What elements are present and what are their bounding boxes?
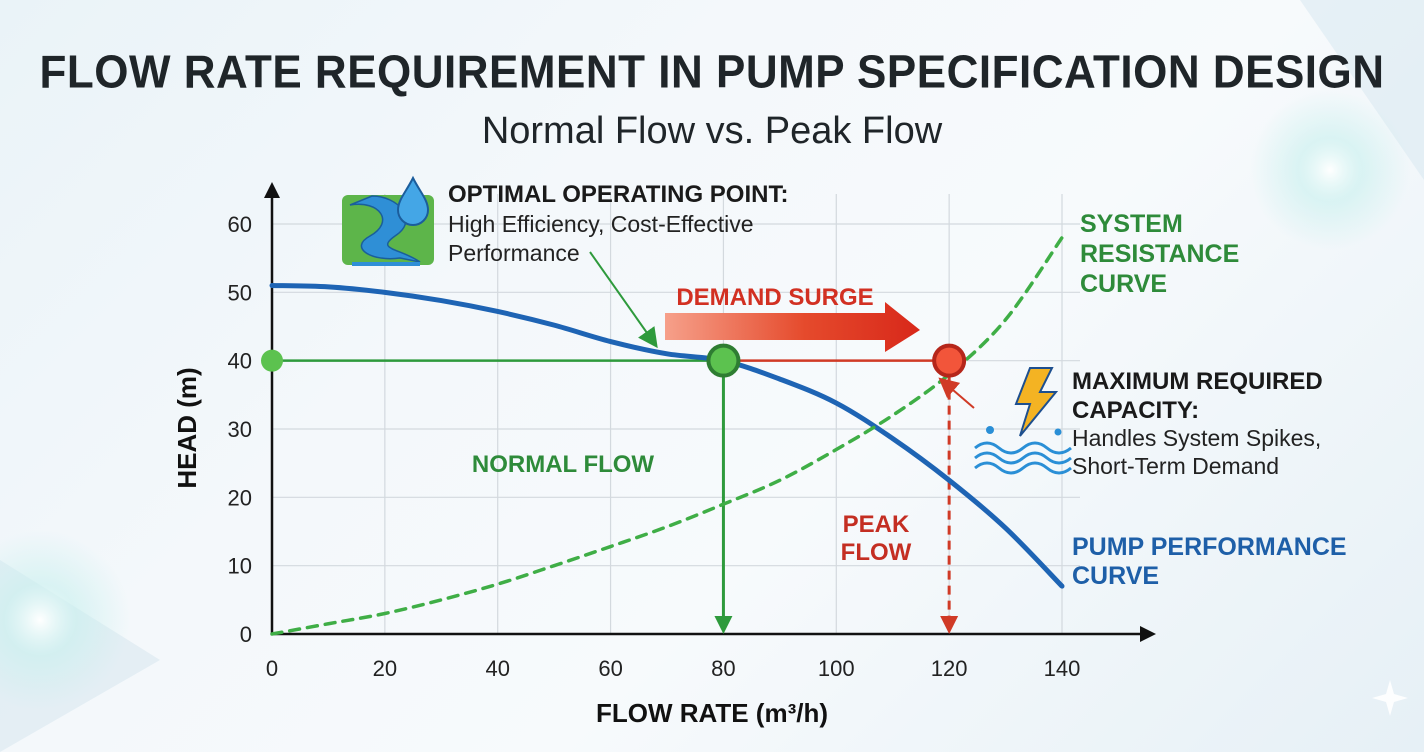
max-capacity-line1: Handles System Spikes, — [1072, 425, 1321, 451]
chart-subtitle: Normal Flow vs. Peak Flow — [481, 110, 943, 152]
system-curve-label-line3: CURVE — [1080, 270, 1167, 298]
peak-flow-label-line2: FLOW — [841, 539, 912, 566]
series — [269, 235, 1065, 636]
system-resistance-curve — [270, 235, 1064, 636]
normal-flow-arrowhead — [714, 616, 733, 634]
x-axis-title: FLOW RATE (m³/h) — [596, 698, 828, 728]
x-tick-label: 20 — [373, 656, 397, 681]
x-tick-label: 140 — [1044, 656, 1081, 681]
demand-surge-label: DEMAND SURGE — [676, 284, 873, 311]
max-capacity-title-line2: CAPACITY: — [1072, 397, 1199, 424]
y-tick-label: 10 — [228, 554, 252, 579]
y-tick-label: 40 — [228, 349, 252, 374]
system-curve-label-line1: SYSTEM — [1080, 210, 1183, 238]
axes — [264, 182, 1156, 642]
x-tick-label: 80 — [711, 656, 735, 681]
max-capacity-title-line1: MAXIMUM REQUIRED — [1072, 368, 1323, 395]
max-capacity-line2: Short-Term Demand — [1072, 453, 1279, 479]
optimal-point-title: OPTIMAL OPERATING POINT: — [448, 181, 788, 208]
chart-title: FLOW RATE REQUIREMENT IN PUMP SPECIFICAT… — [39, 46, 1385, 99]
normal-operating-point — [706, 343, 741, 378]
peak-operating-point — [932, 343, 967, 378]
lightning-water-icon — [974, 367, 1072, 475]
y-tick-label: 0 — [240, 622, 252, 647]
peak-flow-arrowhead — [940, 616, 959, 634]
x-tick-label: 100 — [818, 656, 855, 681]
y-tick-label: 60 — [228, 212, 252, 237]
system-curve-label-line2: RESISTANCE — [1080, 240, 1239, 268]
y-tick-label: 30 — [228, 417, 252, 442]
x-tick-label: 120 — [931, 656, 968, 681]
normal-flow-label: NORMAL FLOW — [472, 451, 655, 478]
pump-curve-label-line2: CURVE — [1072, 562, 1159, 590]
optimal-point-line2: Performance — [448, 240, 580, 266]
y-tick-label: 50 — [228, 280, 252, 305]
river-icon — [342, 175, 434, 266]
head-axis-point — [261, 349, 283, 372]
demand-surge-arrow — [665, 302, 920, 352]
x-tick-label: 0 — [266, 656, 278, 681]
x-tick-label: 60 — [598, 656, 622, 681]
max-capacity-pointer — [938, 377, 975, 409]
pump-curve-label-line1: PUMP PERFORMANCE — [1072, 533, 1347, 561]
optimal-point-pointer — [589, 251, 658, 349]
markers — [261, 343, 967, 378]
x-tick-label: 40 — [485, 656, 509, 681]
x-axis-arrow — [1140, 626, 1156, 642]
peak-flow-label-line1: PEAK — [843, 511, 910, 538]
y-axis-arrow — [264, 182, 280, 198]
y-axis-title: HEAD (m) — [172, 367, 202, 488]
y-tick-label: 20 — [228, 485, 252, 510]
pump-performance-curve — [269, 283, 1065, 589]
tick-labels: 0 20 40 60 80 100 120 140 0 10 20 30 40 50 60 — [228, 212, 1081, 681]
optimal-point-line1: High Efficiency, Cost-Effective — [448, 211, 754, 237]
